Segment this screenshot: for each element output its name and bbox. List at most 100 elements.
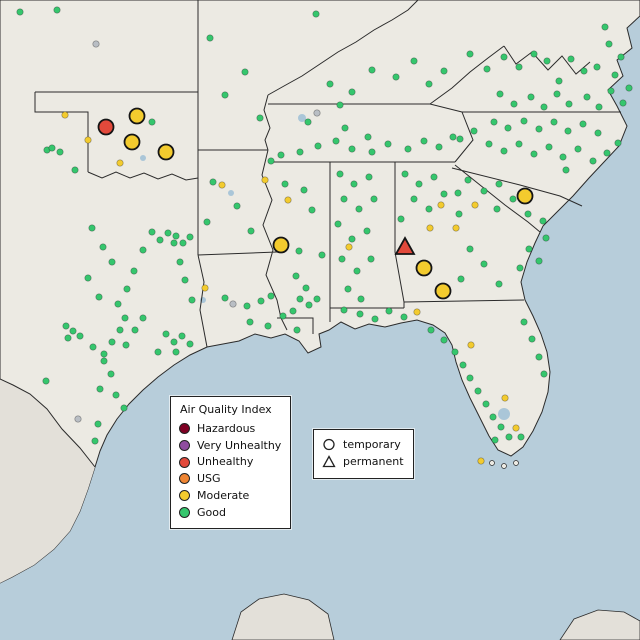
station-dot[interactable] [229,300,237,308]
station-dot[interactable] [493,205,501,213]
station-dot[interactable] [482,400,490,408]
station-dot[interactable] [267,292,275,300]
station-dot[interactable] [16,8,24,16]
station-dot[interactable] [497,423,505,431]
station-dot[interactable] [384,140,392,148]
station-dot[interactable] [92,40,100,48]
station-dot[interactable] [156,236,164,244]
station-dot[interactable] [491,436,499,444]
station-dot[interactable] [131,326,139,334]
station-dot[interactable] [308,206,316,214]
station-dot[interactable] [368,66,376,74]
station-dot[interactable] [619,99,627,107]
station-dot[interactable] [148,228,156,236]
station-dot[interactable] [371,315,379,323]
station-dot[interactable] [401,170,409,178]
station-marker-triangle[interactable] [394,236,416,255]
station-dot[interactable] [603,149,611,157]
station-dot[interactable] [500,53,508,61]
station-dot[interactable] [326,80,334,88]
station-dot[interactable] [567,55,575,63]
station-dot[interactable] [64,334,72,342]
station-dot[interactable] [305,301,313,309]
station-dot[interactable] [112,391,120,399]
station-dot[interactable] [338,255,346,263]
station-dot[interactable] [56,148,64,156]
station-dot[interactable] [420,137,428,145]
station-dot[interactable] [261,176,269,184]
station-dot[interactable] [545,143,553,151]
station-dot[interactable] [218,181,226,189]
station-dot[interactable] [471,201,479,209]
station-dot[interactable] [495,180,503,188]
station-dot[interactable] [425,205,433,213]
station-dot[interactable] [467,341,475,349]
station-dot[interactable] [607,87,615,95]
station-dot[interactable] [88,224,96,232]
station-dot[interactable] [370,195,378,203]
station-dot[interactable] [466,374,474,382]
station-dot[interactable] [257,297,265,305]
station-dot[interactable] [605,40,613,48]
station-dot[interactable] [410,195,418,203]
station-dot[interactable] [154,348,162,356]
station-dot[interactable] [186,340,194,348]
station-dot[interactable] [61,111,69,119]
station-dot[interactable] [48,144,56,152]
station-dot[interactable] [76,332,84,340]
station-dot[interactable] [318,251,326,259]
station-dot[interactable] [344,285,352,293]
station-dot[interactable] [449,133,457,141]
station-dot[interactable] [437,201,445,209]
station-dot[interactable] [413,308,421,316]
station-dot[interactable] [365,173,373,181]
station-dot[interactable] [203,218,211,226]
station-dot[interactable] [178,332,186,340]
station-dot[interactable] [495,280,503,288]
station-dot[interactable] [594,129,602,137]
station-dot[interactable] [201,284,209,292]
station-dot[interactable] [535,257,543,265]
station-dot[interactable] [515,140,523,148]
station-dot[interactable] [350,180,358,188]
station-dot[interactable] [509,195,517,203]
station-dot[interactable] [425,80,433,88]
station-dot[interactable] [176,258,184,266]
station-dot[interactable] [517,433,525,441]
station-dot[interactable] [367,255,375,263]
station-dot[interactable] [528,335,536,343]
station-dot[interactable] [120,404,128,412]
station-dot[interactable] [559,153,567,161]
station-dot[interactable] [313,109,321,117]
station-dot[interactable] [470,127,478,135]
station-dot[interactable] [489,413,497,421]
station-dot[interactable] [336,101,344,109]
station-dot[interactable] [553,90,561,98]
station-dot[interactable] [348,88,356,96]
station-dot[interactable] [114,300,122,308]
station-dot[interactable] [289,307,297,315]
station-dot[interactable] [427,326,435,334]
station-dot[interactable] [543,57,551,65]
station-dot[interactable] [209,178,217,186]
station-marker-circle[interactable] [272,236,290,254]
station-dot[interactable] [74,415,82,423]
station-dot[interactable] [525,245,533,253]
station-dot[interactable] [296,148,304,156]
station-dot[interactable] [452,224,460,232]
station-dot[interactable] [84,274,92,282]
station-dot[interactable] [539,217,547,225]
station-dot[interactable] [480,260,488,268]
station-dot[interactable] [385,307,393,315]
station-dot[interactable] [565,100,573,108]
station-dot[interactable] [94,420,102,428]
station-dot[interactable] [363,227,371,235]
station-dot[interactable] [172,348,180,356]
station-dot[interactable] [108,338,116,346]
station-dot[interactable] [246,318,254,326]
station-dot[interactable] [579,120,587,128]
station-dot[interactable] [71,166,79,174]
station-dot[interactable] [580,67,588,75]
station-dot[interactable] [516,264,524,272]
station-dot[interactable] [512,424,520,432]
